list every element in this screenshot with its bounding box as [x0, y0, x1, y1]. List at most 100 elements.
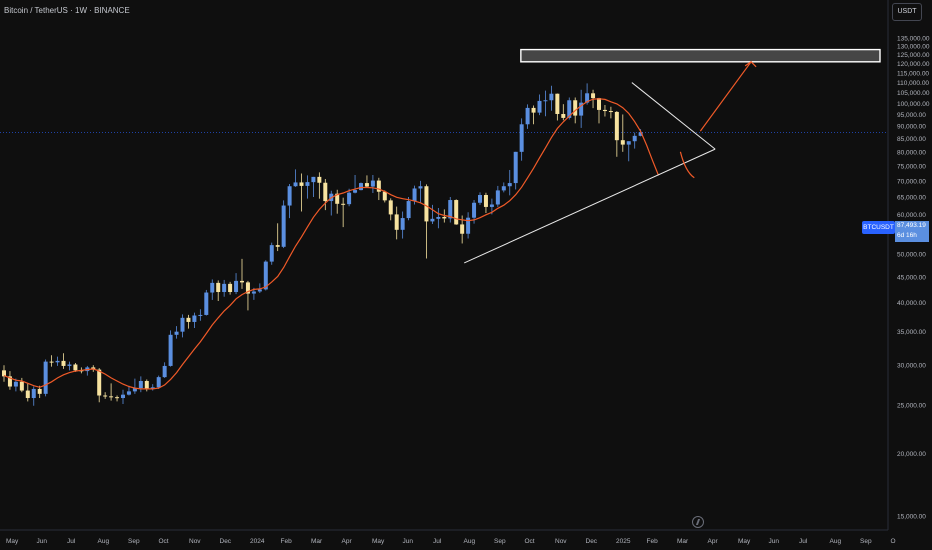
candle-body [31, 388, 36, 399]
projection-arrow-line [699, 61, 752, 132]
y-tick-label: 60,000.00 [897, 212, 926, 219]
candle-body [448, 200, 453, 219]
candle-body [293, 182, 298, 187]
candle-body [620, 140, 625, 145]
y-tick-label: 100,000.00 [897, 101, 930, 108]
triangle-upper-line [631, 82, 716, 150]
x-tick-label: Jun [769, 538, 780, 545]
y-tick-label: 130,000.00 [897, 44, 930, 51]
x-tick-label: Jun [403, 538, 414, 545]
lightning-icon[interactable] [692, 516, 704, 528]
candle-body [335, 193, 340, 204]
candle-body [192, 315, 197, 322]
candle-body [341, 203, 346, 205]
x-tick-label: Apr [342, 538, 353, 545]
candle-body [430, 218, 435, 222]
candle-body [269, 245, 274, 262]
candle-body [97, 369, 102, 396]
candle-body [156, 377, 161, 388]
candle-body [531, 107, 536, 113]
candle-body [608, 111, 613, 113]
candle-body [150, 387, 155, 389]
y-tick-label: 90,000.00 [897, 124, 926, 131]
candle-body [591, 93, 596, 99]
candle-body [55, 360, 60, 363]
candle-body [234, 280, 239, 293]
x-tick-label: Aug [98, 538, 110, 545]
candle-body [382, 191, 387, 201]
candle-body [305, 182, 310, 186]
x-tick-label: Feb [281, 538, 293, 545]
candle-body [525, 107, 530, 125]
candle-body [281, 205, 286, 247]
candle-body [388, 200, 393, 215]
candle-body [7, 376, 12, 387]
candle-body [614, 111, 619, 141]
candle-body [495, 190, 500, 205]
candle-body [257, 289, 262, 292]
candle-body [162, 365, 167, 378]
x-tick-label: O [891, 538, 896, 545]
x-tick-label: Dec [586, 538, 598, 545]
y-tick-label: 120,000.00 [897, 61, 930, 68]
candle-body [311, 176, 316, 183]
candle-body [543, 100, 548, 102]
candle-body [144, 380, 149, 389]
candle-body [245, 282, 250, 294]
x-tick-label: Nov [189, 538, 201, 545]
x-tick-label: Sep [494, 538, 506, 545]
candle-body [573, 100, 578, 116]
currency-selector[interactable]: USDT [892, 3, 922, 21]
candle-body [400, 218, 405, 230]
y-tick-label: 35,000.00 [897, 329, 926, 336]
triangle-lower-line [463, 148, 716, 264]
y-tick-label: 80,000.00 [897, 149, 926, 156]
y-tick-label: 50,000.00 [897, 252, 926, 259]
y-tick-label: 125,000.00 [897, 52, 930, 59]
candle-body [418, 186, 423, 189]
candle-body [73, 364, 78, 371]
candle-body [13, 381, 18, 387]
y-tick-label: 40,000.00 [897, 300, 926, 307]
candle-body [364, 183, 369, 187]
candle-body [483, 195, 488, 207]
candle-body [507, 183, 512, 187]
projection-down-curve [679, 151, 695, 179]
candle-body [359, 183, 363, 191]
x-tick-label: Nov [555, 538, 567, 545]
y-tick-label: 135,000.00 [897, 36, 930, 43]
x-tick-label: Sep [128, 538, 140, 545]
candle-body [638, 132, 643, 136]
candle-body [115, 397, 120, 399]
candle-body [25, 390, 30, 399]
x-tick-label: Oct [525, 538, 535, 545]
symbol-title[interactable]: Bitcoin / TetherUS · 1W · BINANCE [4, 6, 130, 15]
y-tick-label: 115,000.00 [897, 70, 929, 77]
candle-body [347, 192, 352, 205]
candle-body [412, 188, 417, 202]
candle-body [632, 135, 637, 142]
y-tick-label: 105,000.00 [897, 90, 930, 97]
candle-body [353, 190, 358, 193]
candle-body [121, 394, 125, 399]
candle-body [204, 292, 209, 315]
candle-body [37, 388, 42, 394]
candle-body [19, 381, 24, 391]
candle-body [43, 361, 48, 394]
x-tick-label: 2025 [616, 538, 631, 545]
last-price-value: 87,493.19 [897, 222, 926, 229]
x-tick-label: Jul [433, 538, 442, 545]
x-tick-label: May [6, 538, 19, 545]
candle-body [602, 109, 607, 112]
y-tick-label: 30,000.00 [897, 363, 926, 370]
candle-body [424, 186, 429, 222]
candle-body [519, 124, 524, 152]
candle-body [263, 261, 268, 290]
y-tick-label: 45,000.00 [897, 275, 926, 282]
candle-body [561, 113, 566, 118]
candle-body [537, 100, 542, 113]
last-price-label: 87,493.19 6d 16h [895, 221, 929, 242]
candle-body [67, 364, 72, 366]
x-tick-label: Jul [799, 538, 808, 545]
